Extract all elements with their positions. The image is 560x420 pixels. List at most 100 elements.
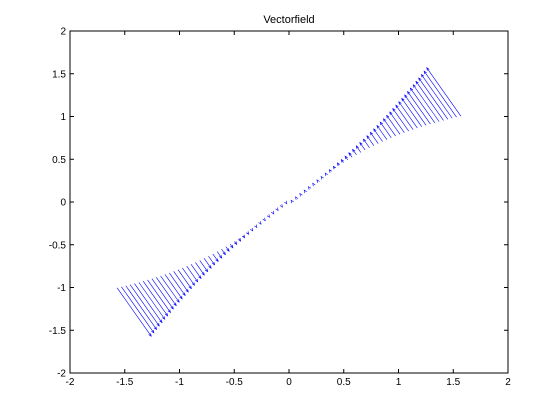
quiver-arrow — [208, 256, 215, 266]
y-tick-label: 0 — [60, 198, 66, 209]
plot-area — [69, 30, 509, 374]
quiver-arrowhead — [383, 118, 387, 122]
quiver-arrow — [363, 138, 370, 148]
quiver-arrow — [216, 251, 222, 259]
quiver-arrowhead — [336, 162, 341, 166]
quiver-arrow — [376, 125, 388, 140]
quiver-arrow — [173, 271, 189, 293]
quiver-arrow — [177, 269, 192, 289]
quiver-arrowhead — [423, 70, 427, 75]
quiver-arrow — [373, 128, 383, 142]
quiver-arrowhead — [386, 114, 390, 119]
quiver-arrowhead — [208, 265, 212, 269]
quiver-arrowhead — [376, 124, 380, 129]
quiver-arrowhead — [401, 97, 405, 102]
quiver-arrow — [370, 132, 379, 144]
quiver-arrowhead — [409, 87, 414, 92]
quiver-arrowhead — [262, 217, 266, 222]
quiver-arrowhead — [412, 84, 416, 88]
quiver-arrowhead — [191, 282, 195, 286]
x-tick-label: -0.5 — [226, 377, 244, 388]
quiver-arrow — [423, 70, 457, 118]
quiver-arrowhead — [426, 67, 430, 71]
quiver-arrowhead — [222, 251, 226, 256]
quiver-arrow — [182, 267, 195, 286]
quiver-arrowhead — [392, 107, 396, 112]
quiver-arrowhead — [344, 155, 348, 160]
quiver-arrow — [134, 283, 163, 323]
quiver-arrowhead — [266, 214, 270, 218]
quiver-arrows — [116, 67, 462, 337]
quiver-arrow — [138, 282, 166, 320]
quiver-arrowhead — [420, 73, 425, 78]
quiver-arrowhead — [215, 258, 219, 263]
quiver-arrow — [404, 94, 427, 126]
quiver-arrow — [407, 91, 431, 125]
x-tick-label: 1.5 — [446, 377, 460, 388]
quiver-arrowhead — [290, 199, 294, 204]
quiver-arrowhead — [407, 90, 411, 95]
quiver-arrow — [421, 74, 453, 119]
quiver-arrowhead — [201, 272, 205, 276]
quiver-arrowhead — [379, 121, 383, 126]
quiver-arrowhead — [373, 128, 377, 132]
quiver-arrowhead — [352, 148, 356, 153]
x-tick-label: 1 — [396, 377, 402, 388]
quiver-arrowhead — [204, 268, 209, 273]
quiver-arrowhead — [159, 319, 163, 324]
quiver-arrow — [398, 101, 418, 129]
quiver-arrowhead — [245, 231, 250, 235]
quiver-arrowhead — [299, 192, 303, 197]
quiver-arrow — [151, 278, 174, 310]
quiver-arrowhead — [176, 299, 180, 303]
y-tick-label: 1.5 — [52, 69, 66, 80]
quiver-arrowhead — [308, 186, 312, 190]
quiver-arrowhead — [254, 224, 258, 229]
x-tick-label: -1 — [175, 377, 184, 388]
quiver-arrowhead — [366, 135, 370, 139]
quiver-arrow — [190, 264, 202, 279]
quiver-arrowhead — [188, 285, 192, 290]
quiver-arrowhead — [179, 295, 183, 300]
quiver-arrowhead — [279, 204, 283, 208]
quiver-arrowhead — [148, 333, 152, 337]
quiver-arrow — [121, 286, 155, 334]
quiver-arrowhead — [332, 165, 337, 170]
quiver-arrow — [156, 277, 177, 306]
y-tick-label: -0.5 — [49, 240, 67, 251]
quiver-arrow — [186, 266, 198, 283]
quiver-arrow — [164, 274, 183, 300]
quiver-arrow — [142, 281, 168, 317]
quiver-arrow — [125, 285, 157, 330]
quiver-arrowhead — [415, 80, 419, 85]
y-tick-label: 2 — [60, 27, 66, 38]
quiver-arrowhead — [275, 207, 279, 212]
quiver-arrowhead — [234, 241, 238, 246]
quiver-arrowhead — [316, 179, 320, 183]
quiver-arrowhead — [320, 175, 324, 180]
quiver-arrow — [366, 135, 375, 146]
quiver-arrow — [395, 104, 414, 130]
quiver-arrow — [412, 84, 440, 122]
quiver-arrowhead — [284, 200, 288, 205]
quiver-arrowhead — [226, 248, 230, 252]
chart-title: Vectorfield — [263, 14, 314, 26]
y-tick-label: 1 — [60, 112, 66, 123]
quiver-arrowhead — [211, 261, 216, 266]
y-axis-ticks: -2 -1.5 -1 -0.5 0 0.5 1 1.5 2 — [49, 27, 508, 380]
quiver-arrowhead — [156, 323, 160, 327]
quiver-arrowhead — [395, 104, 399, 109]
quiver-arrowhead — [151, 329, 155, 334]
quiver-arrowhead — [230, 244, 234, 249]
quiver-arrowhead — [328, 169, 333, 173]
quiver-arrowhead — [340, 158, 344, 163]
quiver-arrowhead — [219, 255, 223, 259]
quiver-arrowhead — [404, 94, 408, 98]
quiver-arrowhead — [241, 234, 246, 239]
quiver-arrowhead — [359, 141, 363, 146]
quiver-arrow — [380, 121, 392, 138]
x-tick-label: 0.5 — [337, 377, 351, 388]
quiver-arrowhead — [362, 138, 367, 143]
quiver-arrowhead — [250, 227, 254, 232]
quiver-arrowhead — [173, 302, 177, 307]
